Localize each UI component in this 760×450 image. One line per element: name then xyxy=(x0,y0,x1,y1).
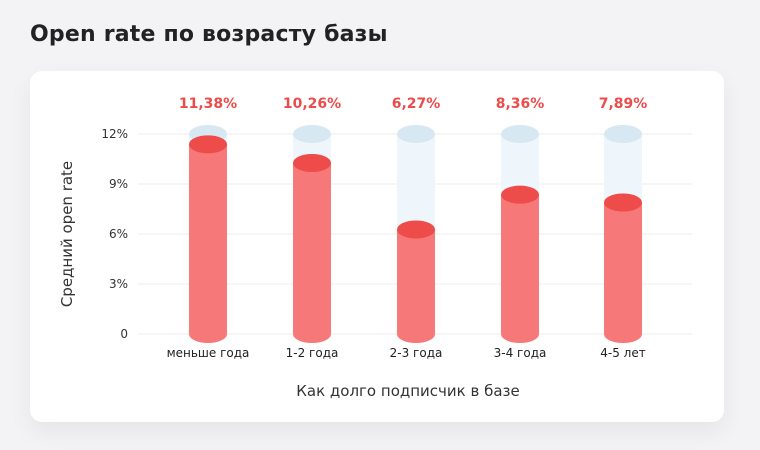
y-tick-label: 0 xyxy=(120,327,128,341)
x-tick-label: 4-5 лет xyxy=(600,346,645,360)
bar-track-top xyxy=(293,125,331,143)
data-label: 8,36% xyxy=(496,96,545,112)
bar xyxy=(397,229,435,343)
x-tick-label: меньше года xyxy=(167,346,250,360)
data-label: 11,38% xyxy=(179,96,237,112)
bar-top xyxy=(189,135,227,154)
x-tick-label: 1-2 года xyxy=(286,346,339,360)
bar xyxy=(604,202,642,343)
y-axis-title: Средний open rate xyxy=(58,161,76,307)
x-axis-title: Как долго подписчик в базе xyxy=(296,382,519,400)
bar-top xyxy=(501,185,539,204)
y-tick-label: 12% xyxy=(101,127,128,141)
x-tick-label: 2-3 года xyxy=(390,346,443,360)
bar-track-top xyxy=(604,125,642,143)
bar xyxy=(293,163,331,343)
bar-top xyxy=(397,220,435,239)
data-label: 10,26% xyxy=(283,96,341,112)
bar xyxy=(501,194,539,343)
bar-top xyxy=(293,154,331,172)
y-tick-label: 3% xyxy=(109,277,128,291)
bar-track-top xyxy=(397,125,435,143)
bar xyxy=(189,144,227,343)
x-tick-label: 3-4 года xyxy=(494,346,547,360)
y-tick-label: 6% xyxy=(109,227,128,241)
bar-track-top xyxy=(501,125,539,143)
data-label: 7,89% xyxy=(599,96,648,112)
data-label: 6,27% xyxy=(392,96,441,112)
y-tick-label: 9% xyxy=(109,177,128,191)
bar-top xyxy=(604,193,642,212)
page-title: Open rate по возрасту базы xyxy=(30,22,388,47)
